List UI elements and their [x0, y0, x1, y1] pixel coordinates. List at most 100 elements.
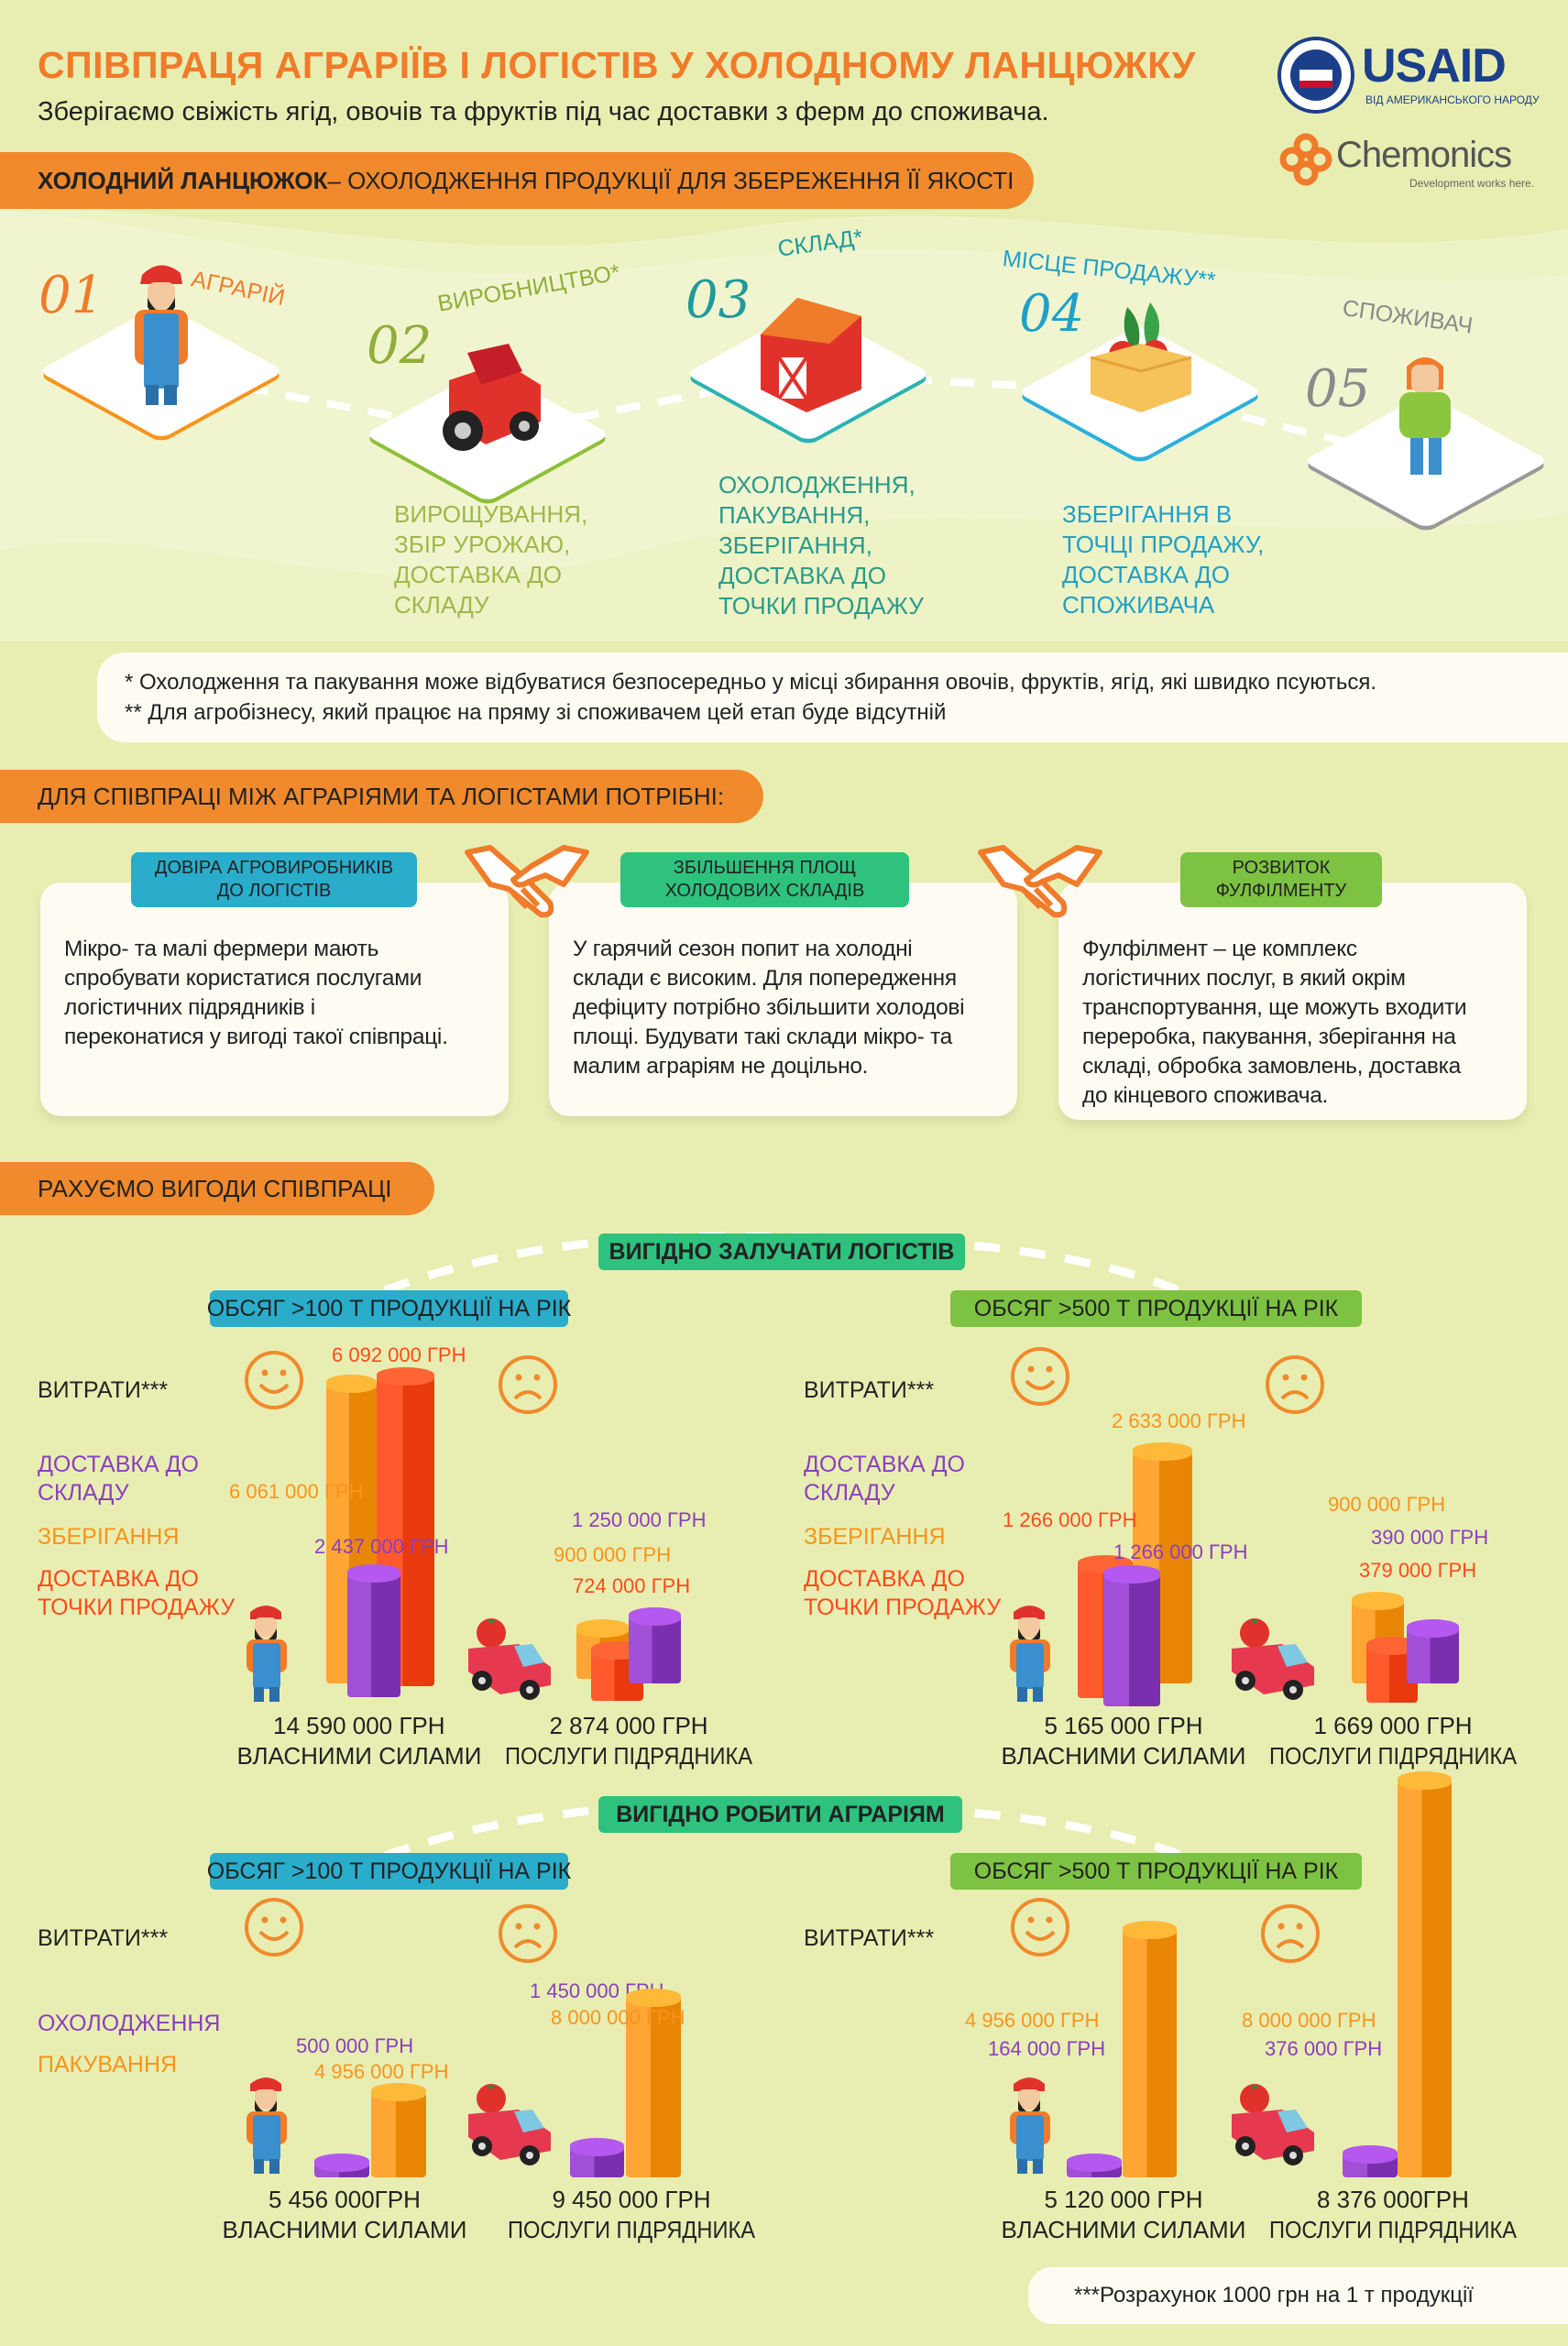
contractor-total: 9 450 000 ГРН: [552, 2186, 711, 2213]
contractor-bar-доставка-до-складу: [1407, 1619, 1459, 1683]
step-03-description: ОХОЛОДЖЕННЯ, ПАКУВАННЯ, ЗБЕРІГАННЯ, ДОСТ…: [718, 471, 924, 619]
contractor-total: 8 376 000ГРН: [1317, 2186, 1469, 2213]
usaid-logo: USAID ВІД АМЕРИКАНСЬКОГО НАРОДУ: [1277, 37, 1540, 115]
truck-with-tomato-icon: [1232, 1618, 1314, 1700]
contractor-value-label: 376 000 ГРН: [1265, 2037, 1383, 2060]
own-value-label: 164 000 ГРН: [988, 2037, 1106, 2060]
bar-cap: [1352, 1592, 1404, 1610]
legend-item: ПАКУВАННЯ: [38, 2052, 178, 2077]
contractor-bar-доставка-до-складу: [629, 1607, 681, 1683]
costs-label: ВИТРАТИ***: [804, 1377, 935, 1403]
chemonics-wordmark: Chemonics: [1336, 135, 1512, 175]
bar-cap: [1123, 1921, 1177, 1939]
benefits-banner: РАХУЄМО ВИГОДИ СПІВПРАЦІ: [0, 1162, 434, 1215]
bar-cap: [626, 1989, 681, 2007]
contractor-bar-пакування: [1398, 1771, 1452, 2177]
card-fulfilment: Фулфілмент – це комплекс логістичних пос…: [1058, 882, 1527, 1120]
costs-label: ВИТРАТИ***: [38, 1377, 169, 1403]
handshake-icon: [978, 845, 1102, 918]
cold-chain-banner-text: – ОХОЛОДЖЕННЯ ПРОДУКЦІЇ ДЛЯ ЗБЕРЕЖЕННЯ Ї…: [327, 166, 1014, 194]
own-value-label: 4 956 000 ГРН: [965, 2009, 1100, 2032]
own-bar-пакування: [1123, 1921, 1177, 2177]
volume-pill: ОБСЯГ >500 Т ПРОДУКЦІЇ НА РІК: [950, 1853, 1362, 1890]
chemonics-tagline: Development works here.: [1409, 177, 1535, 190]
volume-pill: ОБСЯГ >100 Т ПРОДУКЦІЇ НА РІК: [207, 1290, 571, 1327]
step-01-number: 01: [38, 266, 104, 325]
step-05-number: 05: [1305, 359, 1371, 419]
usaid-seal-icon: [1277, 37, 1354, 114]
bar-cap: [576, 1619, 629, 1638]
footnote-text: ***Розрахунок 1000 грн на 1 т продукції: [1074, 2283, 1474, 2308]
chemonics-flower-icon: [1279, 133, 1332, 186]
own-bar-охолодження: [314, 2154, 369, 2177]
cold-chain-banner-bold: ХОЛОДНИЙ ЛАНЦЮЖОК: [38, 166, 328, 194]
own-value-label: 1 266 000 ГРН: [1003, 1508, 1137, 1531]
own-label: ВЛАСНИМИ СИЛАМИ: [1001, 2216, 1246, 2243]
legend-item: ДОСТАВКА ДО ТОЧКИ ПРОДАЖУ: [804, 1566, 1002, 1620]
farmer-icon: [247, 2077, 287, 2174]
card-cold-storage-text: У гарячий сезон попит на холодні склади …: [573, 937, 965, 1079]
card-fulfilment-text: Фулфілмент – це комплекс логістичних пос…: [1082, 937, 1467, 1108]
own-bar-охолодження: [1067, 2154, 1122, 2177]
own-value-label: 2 633 000 ГРН: [1112, 1409, 1246, 1432]
own-label: ВЛАСНИМИ СИЛАМИ: [222, 2216, 467, 2243]
own-label: ВЛАСНИМИ СИЛАМИ: [236, 1742, 482, 1770]
smiley-icon: [1011, 1347, 1069, 1406]
own-label: ВЛАСНИМИ СИЛАМИ: [1001, 1742, 1246, 1770]
legend-item: ДОСТАВКА ДО СКЛАДУ: [38, 1452, 199, 1506]
note-2: ** Для агробізнесу, який працює на пряму…: [125, 700, 947, 725]
usaid-tagline: ВІД АМЕРИКАНСЬКОГО НАРОДУ: [1365, 93, 1540, 106]
contractor-label: ПОСЛУГИ ПІДРЯДНИКА: [1269, 2216, 1518, 2243]
own-value-label: 6 061 000 ГРН: [229, 1480, 364, 1503]
bar-cap: [629, 1607, 681, 1626]
own-value-label: 500 000 ГРН: [296, 2034, 414, 2057]
contractor-value-label: 900 000 ГРН: [1328, 1493, 1446, 1516]
step-02-description: ВИРОЩУВАННЯ, ЗБІР УРОЖАЮ, ДОСТАВКА ДО СК…: [394, 500, 588, 619]
own-value-label: 6 092 000 ГРН: [332, 1343, 466, 1366]
group-logistics-label: ВИГІДНО ЗАЛУЧАТИ ЛОГІСТІВ: [598, 1233, 965, 1270]
legend-item: ДОСТАВКА ДО ТОЧКИ ПРОДАЖУ: [38, 1566, 236, 1620]
smiley-icon: [245, 1351, 303, 1409]
own-bar-пакування: [371, 2083, 426, 2177]
bar-cap: [1067, 2154, 1122, 2172]
legend-item: ЗБЕРІГАННЯ: [804, 1524, 946, 1550]
card-cold-storage: У гарячий сезон попит на холодні склади …: [549, 882, 1017, 1116]
farmer-icon: [1010, 2077, 1050, 2174]
contractor-value-label: 1 250 000 ГРН: [572, 1508, 707, 1531]
bar-cap: [347, 1564, 400, 1583]
own-bar-доставка-до-складу: [347, 1564, 400, 1697]
chain-path: [160, 367, 1427, 465]
own-total: 5 120 000 ГРН: [1044, 2186, 1203, 2213]
contractor-total: 2 874 000 ГРН: [549, 1712, 708, 1739]
contractor-label: ПОСЛУГИ ПІДРЯДНИКА: [1269, 1742, 1518, 1770]
step-03-number: 03: [685, 270, 751, 330]
cold-chain-banner: ХОЛОДНИЙ ЛАНЦЮЖОК – ОХОЛОДЖЕННЯ ПРОДУКЦІ…: [0, 152, 1034, 209]
smiley-icon: [1011, 1898, 1069, 1957]
bar-cap: [570, 2138, 624, 2156]
cold-chain-notes: * Охолодження та пакування може відбуват…: [97, 652, 1568, 742]
produce-crate-icon: [1090, 302, 1192, 412]
volume-pill: ОБСЯГ >100 Т ПРОДУКЦІЇ НА РІК: [207, 1853, 571, 1890]
contractor-value-label: 900 000 ГРН: [554, 1543, 672, 1566]
legend-item: ОХОЛОДЖЕННЯ: [38, 2011, 221, 2036]
own-bar-доставка-до-складу: [1103, 1565, 1160, 1706]
contractor-bar-охолодження: [570, 2138, 624, 2177]
bar-cap: [326, 1375, 377, 1393]
own-value-label: 1 266 000 ГРН: [1113, 1540, 1248, 1563]
step-04-number: 04: [1019, 284, 1085, 344]
farmer-icon: [247, 1606, 287, 1702]
costs-label: ВИТРАТИ***: [38, 1925, 169, 1951]
contractor-bar-пакування: [626, 1989, 681, 2177]
page-subtitle: Зберігаємо свіжість ягід, овочів та фрук…: [38, 97, 1049, 126]
needs-banner: ДЛЯ СПІВПРАЦІ МІЖ АГРАРІЯМИ ТА ЛОГІСТАМИ…: [0, 770, 763, 823]
bar-cap: [1366, 1637, 1418, 1655]
contractor-value-label: 390 000 ГРН: [1371, 1526, 1489, 1549]
contractor-value-label: 724 000 ГРН: [573, 1574, 691, 1597]
sad-face-icon: [499, 1355, 557, 1414]
contractor-total: 1 669 000 ГРН: [1313, 1712, 1473, 1739]
handshake-icon: [465, 845, 589, 918]
own-value-label: 4 956 000 ГРН: [314, 2060, 449, 2083]
contractor-bar-охолодження: [1343, 2145, 1398, 2177]
sad-face-icon: [1266, 1355, 1324, 1414]
own-total: 5 456 000ГРН: [269, 2186, 421, 2213]
